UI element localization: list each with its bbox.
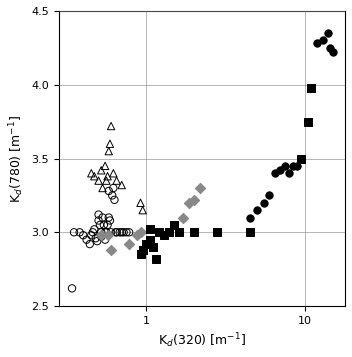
Point — [84, 237, 89, 242]
Point — [291, 163, 296, 169]
Point — [214, 230, 220, 235]
Point — [106, 215, 112, 220]
Point — [186, 200, 191, 206]
Point — [143, 241, 149, 247]
Point — [99, 232, 104, 238]
Point — [96, 212, 101, 217]
Point — [94, 238, 100, 244]
Point — [330, 49, 335, 55]
Point — [112, 197, 117, 203]
Point — [191, 197, 197, 203]
Point — [88, 170, 94, 176]
Point — [103, 178, 109, 183]
Point — [100, 185, 105, 191]
Point — [327, 45, 333, 51]
Point — [106, 148, 112, 154]
Point — [93, 235, 99, 241]
Point — [97, 222, 103, 228]
Point — [282, 163, 288, 169]
Point — [140, 207, 145, 213]
Point — [325, 30, 331, 36]
Point — [96, 218, 101, 223]
Point — [117, 230, 122, 235]
Point — [105, 232, 111, 238]
Point — [140, 247, 145, 253]
Point — [247, 230, 252, 235]
Point — [162, 232, 167, 238]
Point — [320, 37, 326, 43]
Point — [109, 192, 115, 198]
Point — [80, 232, 86, 238]
Point — [96, 178, 101, 183]
Point — [99, 234, 104, 240]
Point — [108, 247, 114, 253]
Point — [87, 241, 93, 247]
Point — [103, 230, 109, 235]
Point — [305, 119, 311, 125]
Point — [102, 163, 108, 169]
Point — [147, 226, 152, 232]
Point — [247, 215, 252, 220]
Point — [107, 218, 113, 223]
Point — [180, 215, 186, 220]
Point — [106, 188, 112, 194]
Point — [261, 200, 266, 206]
Point — [105, 222, 111, 228]
Point — [105, 174, 111, 179]
X-axis label: K$_d$(320) [m$^{-1}$]: K$_d$(320) [m$^{-1}$] — [158, 331, 246, 350]
Point — [102, 237, 108, 242]
Point — [150, 244, 156, 250]
Point — [191, 230, 197, 235]
Point — [111, 185, 116, 191]
Point — [308, 85, 314, 91]
Point — [254, 207, 260, 213]
Y-axis label: K$_d$(780) [m$^{-1}$]: K$_d$(780) [m$^{-1}$] — [7, 115, 26, 202]
Point — [171, 222, 177, 228]
Point — [99, 230, 104, 235]
Point — [166, 230, 172, 235]
Point — [267, 192, 272, 198]
Point — [198, 185, 203, 191]
Point — [147, 237, 152, 242]
Point — [277, 167, 283, 173]
Point — [156, 230, 162, 235]
Point — [121, 230, 126, 235]
Point — [69, 286, 75, 291]
Point — [101, 222, 107, 228]
Point — [113, 230, 118, 235]
Point — [71, 230, 77, 235]
Point — [287, 170, 292, 176]
Point — [100, 215, 105, 220]
Point — [119, 182, 125, 188]
Point — [314, 41, 320, 46]
Point — [77, 230, 82, 235]
Point — [88, 232, 94, 238]
Point — [107, 141, 113, 147]
Point — [92, 226, 97, 232]
Point — [108, 230, 114, 235]
Point — [138, 230, 143, 235]
Point — [138, 200, 143, 206]
Point — [126, 241, 132, 247]
Point — [298, 156, 304, 161]
Point — [102, 230, 108, 235]
Point — [124, 230, 129, 235]
Point — [92, 174, 97, 179]
Point — [119, 230, 125, 235]
Point — [111, 170, 116, 176]
Point — [99, 167, 104, 173]
Point — [272, 170, 278, 176]
Point — [176, 230, 181, 235]
Point — [295, 163, 300, 169]
Point — [114, 230, 119, 235]
Point — [153, 256, 159, 262]
Point — [138, 252, 143, 257]
Point — [108, 123, 114, 129]
Point — [114, 178, 119, 183]
Point — [134, 232, 140, 238]
Point — [90, 230, 96, 235]
Point — [126, 230, 132, 235]
